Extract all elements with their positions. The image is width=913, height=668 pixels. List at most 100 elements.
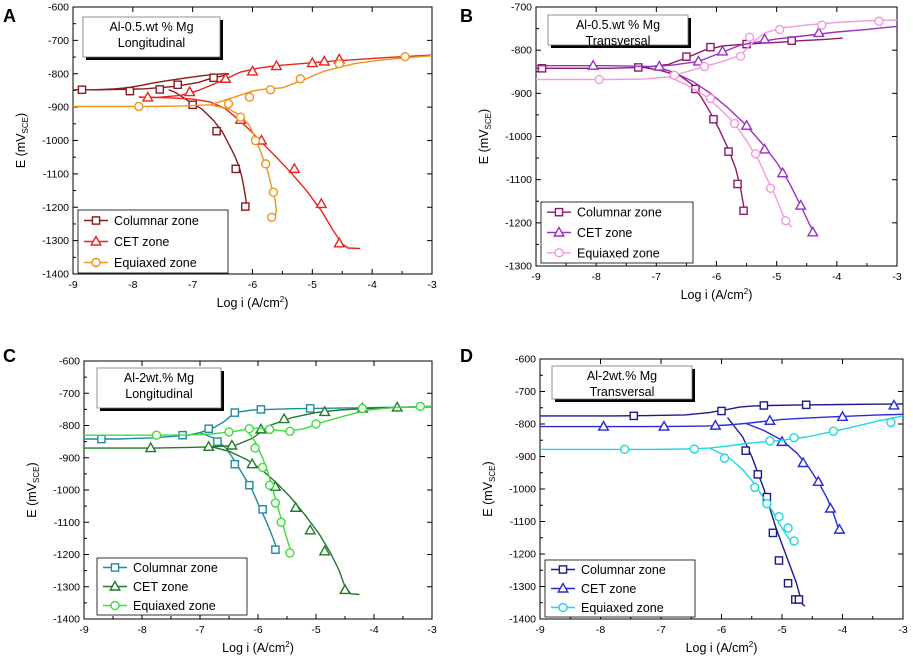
panel-a-ytick-label: -1100 [43, 168, 69, 180]
panel-a-columnar-zone-point [212, 126, 221, 136]
panel-c-cet-zone-point [246, 457, 259, 469]
panel-a-xtick-label: -7 [188, 279, 197, 291]
panel-b-y-axis-label: E (mVSCE) [477, 109, 493, 164]
panel-d-y-axis-label: E (mVSCE) [481, 461, 497, 516]
panel-b-equiaxed-zone-point [594, 74, 604, 85]
panel-d-columnar-zone-point [768, 528, 778, 538]
panel-c-cet-zone-point [318, 544, 331, 556]
panel-c-columnar-zone-point [230, 408, 240, 417]
panel-b-columnar-zone-point [733, 179, 742, 189]
panel-a-legend-marker-columnar-zone [91, 216, 101, 225]
panel-c-y-axis-label: E (mVSCE) [25, 462, 41, 517]
panel-b-cet-zone-point [776, 166, 789, 178]
panel-b-legend-marker-columnar-zone [554, 207, 564, 217]
panel-b-columnar-zone-point [537, 63, 547, 73]
panel-a-xtick-label: -3 [427, 279, 436, 291]
panel-a-ytick-label: -600 [48, 2, 69, 14]
panel-b-title-line: Al-0.5.wt % Mg [576, 18, 660, 32]
panel-d-ytick-label: -800 [515, 419, 536, 431]
panel-c-cet-zone-point [289, 501, 302, 512]
panel-d-equiaxed-zone-point [774, 511, 784, 522]
panel-d-cet-zone-point [709, 419, 722, 430]
panel-d-ytick-label: -1200 [509, 549, 536, 561]
panel-c-plot-area [84, 401, 432, 596]
panel-a-ytick-label: -1300 [42, 235, 69, 247]
panel-b-equiaxed-zone-point [744, 32, 755, 42]
panel-d-letter: D [460, 346, 473, 366]
panel-a-equiaxed-zone-anodic-branch [73, 55, 432, 108]
panel-d-plot-area [540, 399, 903, 607]
panel-c-ytick-label: -1400 [53, 614, 80, 626]
panel-d-columnar-zone-point [753, 470, 763, 479]
panel-d-cet-zone-point [812, 475, 825, 487]
panel-c-columnar-zone-anodic-branch [84, 406, 432, 440]
panel-c-xtick-label: -7 [195, 624, 204, 636]
panel-d-legend-marker-columnar-zone [558, 565, 568, 574]
panel-a-xtick-label: -8 [128, 279, 137, 291]
panel-a-xtick-label: -5 [308, 279, 317, 291]
panel-d-ytick-label: -1000 [509, 484, 536, 496]
panel-a-xtick-label: -6 [248, 279, 257, 291]
panel-d-equiaxed-zone-point [620, 444, 630, 455]
panel-d-ytick-label: -900 [515, 451, 536, 463]
panel-b-cet-zone-point [758, 143, 771, 154]
panel-b-equiaxed-zone-point [817, 20, 827, 30]
panel-d-title-box [551, 365, 693, 400]
panel-a-cet-zone-anodic-branch [138, 54, 432, 99]
panel-b-columnar-zone-point [709, 114, 718, 124]
panel-d-ytick-label: -600 [515, 354, 536, 366]
panel-b-equiaxed-zone-point [750, 149, 761, 159]
panel-d: D -9 -8 -7 -6 -5 -4 -3 -600 -700 -800 -900 -1000 -110… [460, 346, 908, 655]
panel-b-cet-zone-point [740, 119, 753, 130]
panel-a-xtick-label: -4 [367, 279, 376, 291]
panel-b-cet-zone-point [716, 45, 729, 56]
panel-a-cet-zone-point [288, 162, 301, 174]
panel-b-equiaxed-zone-point [699, 61, 710, 72]
panel-b-cet-zone-point [692, 54, 705, 66]
panel-a-legend-label-columnar-zone: Columnar zone [114, 214, 199, 228]
panel-d-legend-marker-cet-zone [557, 582, 569, 593]
panel-d-columnar-zone-point [801, 400, 811, 410]
panel-a-equiaxed-zone-point [295, 74, 306, 84]
panel-c-letter: C [3, 346, 16, 366]
panel-d-ytick-label: -1100 [510, 516, 536, 528]
panel-c-columnar-zone-point [244, 480, 254, 490]
panel-b-title-line: Transversal [586, 34, 651, 48]
panel-d-ytick-label: -700 [515, 386, 536, 398]
panel-a-y-axis-label: E (mVSCE) [14, 113, 30, 168]
panel-c-equiaxed-zone-point [285, 548, 295, 558]
panel-c-cet-zone-point [339, 583, 351, 595]
panel-a-equiaxed-zone-point [260, 159, 271, 169]
panel-c-ytick-label: -900 [59, 452, 80, 464]
panel-d-cet-zone-point [833, 523, 846, 534]
panel-c-columnar-zone-point [97, 434, 106, 444]
panel-a-equiaxed-zone-point [134, 101, 144, 112]
panel-d-cet-zone-point [658, 420, 671, 431]
panel-a-columnar-zone-point [77, 85, 87, 95]
panel-b-xtick-label: -4 [832, 271, 841, 283]
panel-a-columnar-zone-point [155, 85, 165, 94]
panel-c-equiaxed-zone-point [224, 427, 234, 437]
panel-a-cet-zone-point [219, 72, 232, 83]
panel-d-xtick-label: -7 [656, 624, 665, 636]
panel-b-letter: B [460, 6, 473, 26]
panel-d-legend-label-equiaxed-zone: Equiaxed zone [581, 601, 664, 615]
panel-a-legend-label-equiaxed-zone: Equiaxed zone [114, 256, 197, 270]
panel-d-cet-zone-point [763, 414, 776, 425]
panel-c-equiaxed-zone-point [257, 462, 268, 473]
panel-a-equiaxed-zone-point [250, 135, 261, 146]
panel-d-xtick-label: -3 [898, 624, 907, 636]
panel-a-ytick-label: -1200 [42, 202, 69, 214]
panel-c-equiaxed-zone-point [264, 424, 275, 435]
panel-d-xtick-label: -9 [535, 624, 544, 636]
panel-b-equiaxed-zone-point [729, 118, 740, 129]
panel-b-ytick-label: -800 [511, 45, 532, 57]
panel-d-cet-zone-cathodic-branch [745, 422, 842, 534]
panel-d-title-line: Al-2wt.% Mg [587, 369, 657, 383]
panel-c-x-axis-label: Log i (A/cm2) [222, 640, 294, 655]
panel-b-equiaxed-zone-point [705, 93, 716, 104]
panel-a-cet-zone-point [141, 91, 154, 102]
panel-b-legend-label-cet-zone: CET zone [577, 226, 632, 240]
panel-c-ytick-label: -1300 [53, 581, 80, 593]
panel-b-legend-label-equiaxed-zone: Equiaxed zone [577, 246, 660, 260]
